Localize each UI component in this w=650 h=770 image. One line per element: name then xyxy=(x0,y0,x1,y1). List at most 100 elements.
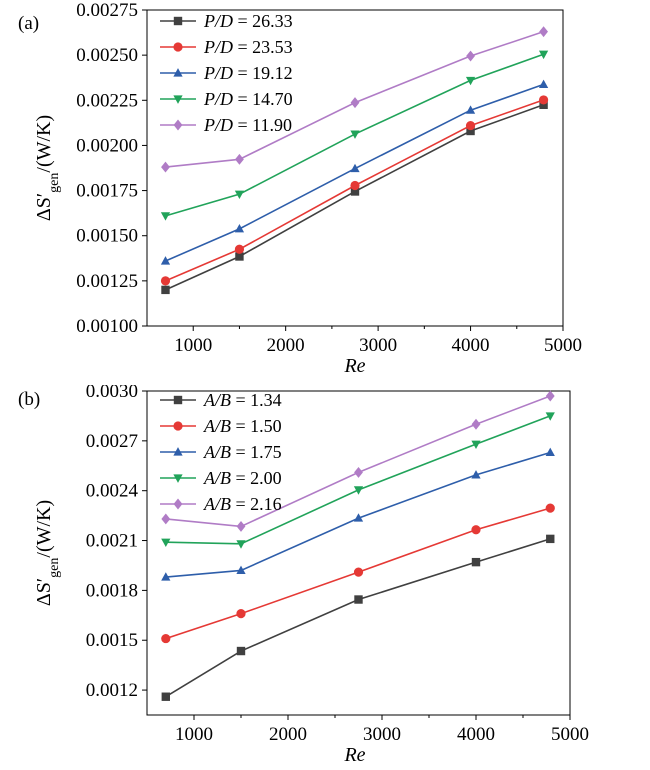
data-point xyxy=(465,105,476,114)
legend-val: = 11.90 xyxy=(233,115,292,135)
panel-letter: (a) xyxy=(18,13,39,34)
data-point xyxy=(236,646,246,656)
y-tick-label: 0.00175 xyxy=(76,181,138,202)
y-tick-label: 0.00100 xyxy=(76,316,138,337)
y-tick-label: 0.00200 xyxy=(76,135,138,156)
data-point xyxy=(236,520,246,532)
legend-var: A/B xyxy=(203,494,231,514)
legend-val: = 1.34 xyxy=(231,390,282,410)
x-tick-label: 2000 xyxy=(269,724,307,745)
x-axis-title: Re xyxy=(343,744,365,766)
legend-label: A/B = 2.00 xyxy=(203,468,282,488)
data-point xyxy=(234,190,245,200)
data-point xyxy=(350,130,360,139)
y-tick-label: 0.00150 xyxy=(76,226,138,247)
data-point xyxy=(161,513,171,525)
y-tick-label: 0.0018 xyxy=(86,580,138,601)
data-point xyxy=(161,633,171,644)
data-point xyxy=(353,486,364,495)
legend-var: P/D xyxy=(203,89,233,109)
legend-marker xyxy=(173,95,183,104)
series-4 xyxy=(161,412,555,549)
legend-marker xyxy=(173,447,183,456)
legend-var: P/D xyxy=(203,11,233,31)
x-tick-label: 3000 xyxy=(363,724,401,745)
legend-label: A/B = 1.50 xyxy=(203,416,282,436)
data-point xyxy=(471,557,481,567)
legend-label: P/D = 14.70 xyxy=(203,89,293,109)
series-line xyxy=(165,83,544,262)
y-tick-label: 0.0027 xyxy=(86,431,138,452)
legend-var: A/B xyxy=(203,442,231,462)
data-point xyxy=(471,470,481,479)
data-point xyxy=(471,440,481,449)
x-axis-title: Re xyxy=(343,355,365,377)
chart-panel-a: 1000 2000 3000 4000 5000 0.00100 0.00125 0.0015… xyxy=(18,0,582,377)
legend-marker xyxy=(173,395,183,405)
y-tick-label: 0.0015 xyxy=(86,630,138,651)
legend-label: P/D = 19.12 xyxy=(203,63,293,83)
data-point xyxy=(161,692,170,701)
y-axis-title: ΔS′gen/(W/K) xyxy=(33,115,62,221)
data-point xyxy=(160,276,171,286)
legend-var: P/D xyxy=(203,115,233,135)
legend-label: A/B = 2.16 xyxy=(203,494,282,514)
y-axis-title-unit: /(W/K) xyxy=(33,115,55,173)
data-point xyxy=(235,252,244,261)
y-axis-title-sub: gen xyxy=(47,173,62,193)
data-point xyxy=(234,224,245,233)
data-point xyxy=(538,79,549,88)
data-point xyxy=(350,180,360,191)
data-point xyxy=(545,447,555,457)
series-2 xyxy=(160,95,549,286)
legend-label: P/D = 26.33 xyxy=(203,11,293,31)
legend-marker xyxy=(173,498,183,510)
legend-marker xyxy=(173,42,183,52)
legend-label: A/B = 1.34 xyxy=(203,390,282,410)
x-tick-label: 1000 xyxy=(175,724,213,745)
data-point xyxy=(234,244,245,254)
data-point xyxy=(354,595,363,604)
data-point xyxy=(545,390,555,402)
legend-label: A/B = 1.75 xyxy=(203,442,282,462)
data-point xyxy=(161,572,171,581)
legend-val: = 1.75 xyxy=(231,442,282,462)
legend-var: A/B xyxy=(203,416,231,436)
y-tick-label: 0.00250 xyxy=(76,45,138,66)
legend-val: = 26.33 xyxy=(233,11,293,31)
legend-marker xyxy=(173,68,183,77)
y-axis-title: ΔS′gen/(W/K) xyxy=(33,500,62,606)
data-point xyxy=(350,97,360,109)
legend-marker xyxy=(173,421,183,431)
data-point xyxy=(538,50,549,60)
series-1 xyxy=(161,534,555,701)
legend-var: A/B xyxy=(203,390,231,410)
legend-label: P/D = 11.90 xyxy=(203,115,292,135)
data-point xyxy=(471,418,481,430)
data-point xyxy=(545,503,555,513)
y-tick-label: 0.00225 xyxy=(76,90,138,111)
y-axis-title-unit: /(W/K) xyxy=(33,500,55,558)
data-point xyxy=(465,120,476,131)
x-tick-label: 3000 xyxy=(359,335,397,356)
x-tick-label: 4000 xyxy=(452,335,490,356)
legend-val: = 14.70 xyxy=(233,89,293,109)
legend-marker xyxy=(173,16,183,26)
y-axis-title-main: ΔS′ xyxy=(33,193,55,221)
series-5 xyxy=(161,390,555,532)
y-tick-label: 0.0024 xyxy=(86,481,139,502)
data-point xyxy=(353,567,364,577)
legend-marker xyxy=(173,119,183,131)
data-point xyxy=(353,513,364,522)
y-tick-label: 0.0012 xyxy=(86,680,138,701)
data-point xyxy=(538,95,549,105)
series-2 xyxy=(161,503,555,644)
data-point xyxy=(546,534,555,544)
x-tick-label: 4000 xyxy=(457,724,495,745)
legend-var: P/D xyxy=(203,63,233,83)
data-point xyxy=(235,153,244,165)
x-tick-label: 2000 xyxy=(267,335,305,356)
x-tick-label: 1000 xyxy=(174,335,212,356)
y-axis-title-main: ΔS′ xyxy=(33,578,55,606)
legend-val: = 19.12 xyxy=(233,63,293,83)
